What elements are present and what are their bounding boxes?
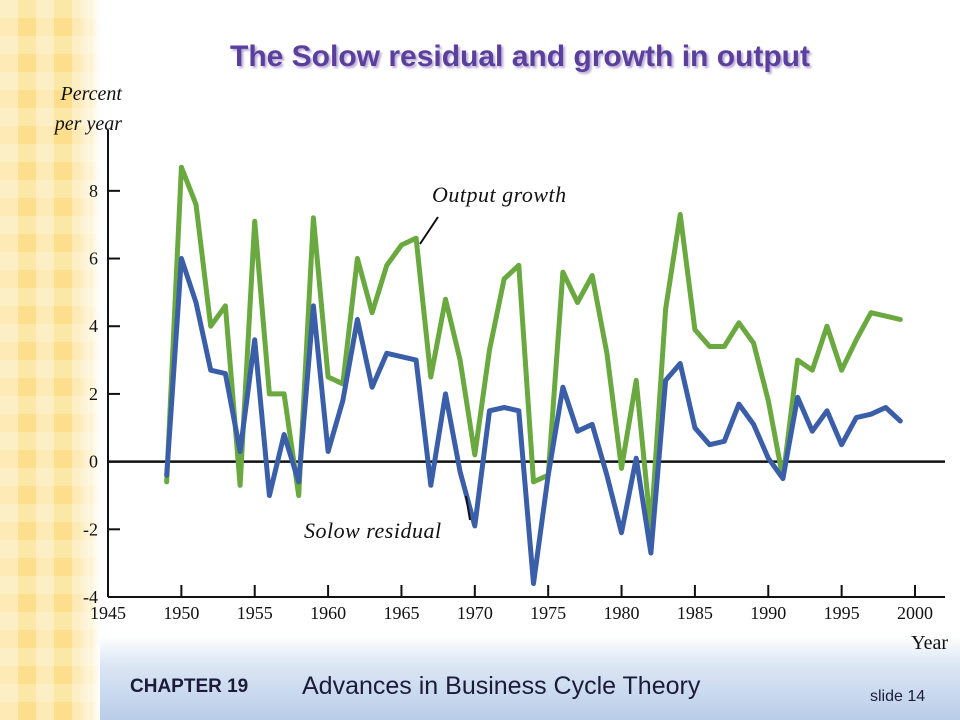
decorative-side-strip [0, 0, 100, 720]
series-lines [164, 164, 903, 586]
x-tick-label: 1980 [604, 603, 640, 623]
axes: -4 -2 0 2 4 6 8 1945 1950 1955 1960 1965 1970 1975 198… [83, 130, 945, 623]
x-tick-label: 1960 [310, 603, 346, 623]
series-annotations: Output growth Solow residual [304, 182, 567, 543]
x-tick-label: 1950 [163, 603, 199, 623]
slide-title: The Solow residual and growth in output [230, 40, 810, 73]
chapter-title: Advances in Business Cycle Theory [302, 672, 701, 700]
y-tick-label: 8 [89, 181, 98, 201]
series-line-solow-residual [164, 256, 903, 586]
y-tick-label: 4 [89, 316, 98, 336]
x-tick-label: 2000 [897, 603, 933, 623]
x-tick-label: 1985 [677, 603, 713, 623]
slide-number: slide 14 [870, 688, 926, 705]
y-tick-label: 0 [89, 452, 98, 472]
y-axis-title: Percent per year [53, 83, 123, 135]
solow-residual-leader-line [465, 495, 471, 521]
x-tick-label: 1970 [457, 603, 493, 623]
y-tick-label: -4 [83, 587, 98, 607]
x-tick-label: 1990 [750, 603, 786, 623]
solow-residual-label: Solow residual [304, 518, 442, 543]
output-growth-leader-line [419, 216, 439, 245]
x-axis-title: Year [911, 632, 948, 654]
series-line-output-growth [164, 164, 903, 532]
chapter-label: CHAPTER 19 [130, 676, 249, 697]
y-axis-title-line2: per year [53, 113, 122, 135]
x-tick-label: 1995 [824, 603, 860, 623]
y-axis-title-line1: Percent [60, 83, 123, 105]
x-tick-label: 1955 [237, 603, 273, 623]
output-growth-label: Output growth [432, 182, 567, 207]
x-tick-label: 1945 [90, 603, 126, 623]
y-tick-label: 2 [89, 384, 98, 404]
y-tick-label: 6 [89, 249, 98, 269]
x-tick-label: 1965 [383, 603, 419, 623]
y-tick-label: -2 [83, 519, 98, 539]
footer-band [100, 636, 960, 720]
x-tick-label: 1975 [530, 603, 566, 623]
